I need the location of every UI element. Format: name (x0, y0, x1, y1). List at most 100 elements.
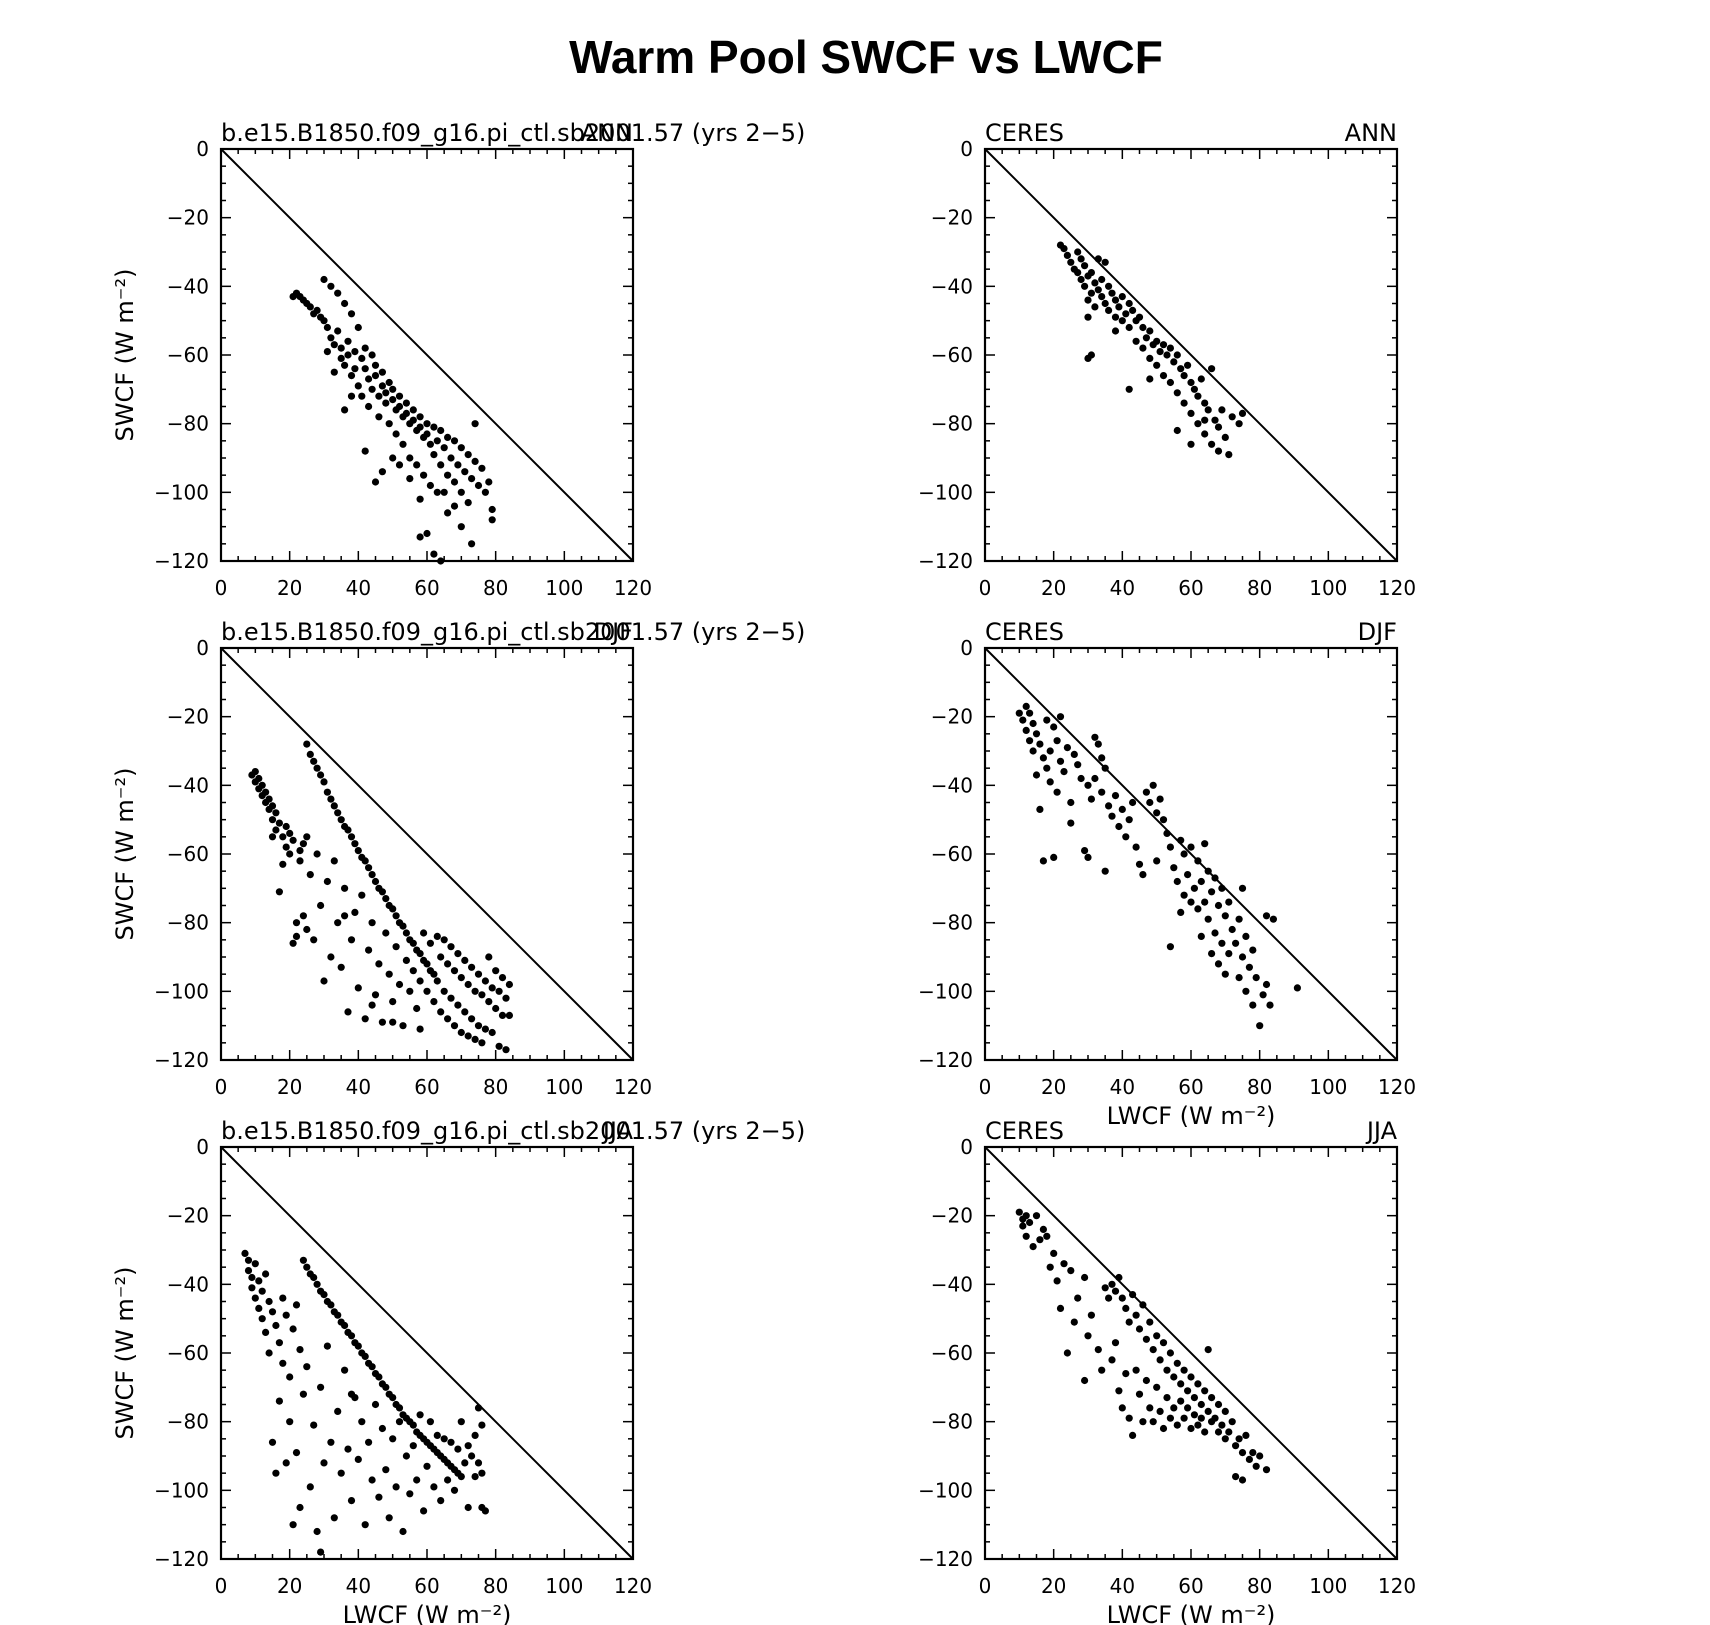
data-point (1139, 1301, 1147, 1309)
data-point (437, 1497, 445, 1505)
data-point (1135, 313, 1144, 321)
data-point (423, 529, 431, 538)
x-tick-label: 100 (545, 576, 583, 600)
data-point (1180, 1414, 1188, 1422)
x-tick-label: 120 (614, 576, 652, 600)
data-point (330, 857, 338, 865)
data-point (1019, 716, 1027, 724)
data-point (1204, 406, 1212, 414)
data-point (327, 1301, 335, 1309)
data-point (361, 365, 369, 373)
x-tick-label: 120 (1378, 1574, 1416, 1598)
data-point (1242, 932, 1250, 941)
data-point (1098, 275, 1106, 284)
data-point (1039, 1225, 1047, 1233)
data-point (1208, 1394, 1216, 1402)
data-point (1084, 313, 1092, 321)
data-point (265, 1297, 273, 1306)
data-point (1153, 361, 1161, 369)
data-point (1081, 847, 1089, 855)
data-point (437, 426, 445, 435)
data-point (344, 351, 352, 359)
data-point (423, 420, 431, 428)
data-point (1170, 1404, 1178, 1412)
data-point (1159, 1339, 1168, 1347)
data-point (450, 1022, 459, 1030)
y-tick-label: −120 (154, 549, 209, 573)
data-point (1039, 857, 1047, 865)
x-tick-label: 60 (414, 1574, 439, 1598)
data-point (1081, 262, 1089, 270)
data-point (1214, 1400, 1223, 1409)
y-tick-label: −120 (918, 1547, 973, 1571)
data-point (1166, 344, 1174, 352)
data-point (468, 1015, 476, 1023)
data-point (334, 1407, 342, 1415)
data-point (306, 303, 314, 311)
data-point (1111, 296, 1120, 304)
data-point (1118, 317, 1126, 325)
data-point (341, 1321, 349, 1330)
data-point (1118, 1404, 1126, 1412)
y-axis-label: SWCF (W m⁻²) (111, 1267, 139, 1440)
data-point (265, 1349, 273, 1357)
data-point (265, 795, 273, 803)
data-point (244, 1256, 253, 1264)
data-point (313, 764, 321, 772)
data-point (1163, 1394, 1171, 1402)
data-point (1204, 915, 1212, 923)
data-point (347, 1332, 356, 1340)
data-point (296, 847, 304, 855)
x-tick-label: 60 (414, 1075, 439, 1099)
data-point (1084, 781, 1092, 789)
data-point (481, 977, 489, 985)
data-point (1105, 1294, 1113, 1302)
data-point (1214, 960, 1223, 968)
data-point (275, 888, 283, 896)
data-point (1026, 737, 1034, 745)
data-point (1173, 351, 1181, 359)
y-tick-label: −20 (167, 705, 209, 729)
data-point (1029, 747, 1037, 755)
data-point (1087, 289, 1095, 297)
data-point (251, 1260, 259, 1268)
x-tick-label: 0 (979, 1075, 992, 1099)
data-point (378, 1018, 386, 1026)
data-point (454, 950, 462, 958)
data-point (330, 341, 338, 349)
data-point (389, 385, 397, 393)
data-point (244, 1267, 253, 1275)
x-tick-label: 20 (1041, 1075, 1066, 1099)
data-point (485, 478, 493, 486)
data-point (310, 757, 318, 765)
data-point (365, 375, 373, 383)
scatter-panel-2: 0 20 40 60 80 100 120 0 −20 −40 −60 −80 −100 −120 CERE… (918, 119, 1416, 600)
data-point (1170, 1373, 1178, 1381)
y-tick-label: −20 (167, 1204, 209, 1228)
data-point (334, 327, 342, 335)
data-point (1259, 991, 1267, 999)
data-point (1180, 399, 1188, 407)
data-point (457, 488, 465, 496)
data-point (344, 826, 352, 834)
data-point (1184, 361, 1192, 369)
data-point (1201, 430, 1209, 438)
data-point (1094, 286, 1102, 294)
data-point (1242, 987, 1250, 995)
data-point (1211, 416, 1219, 424)
data-point (1214, 423, 1223, 431)
x-tick-label: 60 (1178, 576, 1203, 600)
data-point (351, 908, 359, 917)
data-point (464, 1503, 472, 1512)
data-point (1094, 740, 1102, 748)
panel-left-title: b.e15.B1850.f09_g16.pi_ctl.sb2001.57 (yr… (221, 618, 805, 646)
data-point (457, 1418, 465, 1426)
data-point (1201, 840, 1209, 848)
data-point (1129, 1291, 1137, 1299)
data-point (1063, 251, 1071, 259)
y-tick-label: −80 (931, 911, 973, 935)
data-point (378, 382, 386, 390)
data-point (457, 1028, 465, 1037)
data-point (1177, 1380, 1185, 1388)
figure-title: Warm Pool SWCF vs LWCF (569, 31, 1163, 83)
